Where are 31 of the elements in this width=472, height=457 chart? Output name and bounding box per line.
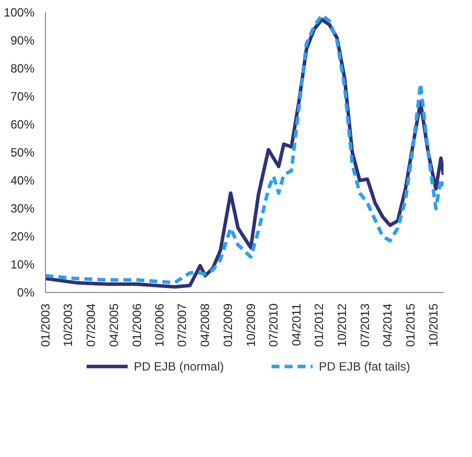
- x-tick-label: 10/2015: [426, 303, 440, 347]
- y-tick-label: 0%: [17, 286, 35, 300]
- y-tick-label: 20%: [10, 230, 35, 244]
- y-tick-label: 90%: [10, 34, 35, 48]
- x-tick-label: 01/2009: [221, 303, 236, 347]
- x-tick-label: 04/2008: [198, 303, 212, 347]
- x-tick-label: 07/2004: [84, 303, 98, 347]
- x-tick-label: 04/2011: [289, 303, 304, 346]
- y-tick-label: 70%: [10, 90, 35, 104]
- legend-label: PD EJB (normal): [134, 360, 224, 374]
- y-tick-label: 30%: [10, 202, 35, 216]
- x-tick-label: 10/2006: [152, 303, 167, 347]
- x-tick-label: 10/2003: [61, 303, 76, 347]
- x-tick-label: 10/2009: [244, 303, 258, 347]
- y-tick-label: 80%: [10, 62, 35, 76]
- x-tick-label: 10/2012: [335, 303, 350, 347]
- x-tick-label: 07/2010: [266, 303, 281, 347]
- y-tick-label: 40%: [10, 174, 35, 188]
- x-tick-label: 07/2013: [358, 303, 372, 347]
- x-tick-label: 07/2007: [175, 303, 190, 347]
- y-tick-label: 100%: [4, 6, 35, 20]
- legend-label: PD EJB (fat tails): [318, 360, 410, 374]
- y-tick-label: 60%: [10, 118, 35, 132]
- x-tick-label: 04/2005: [106, 303, 121, 347]
- x-tick-label: 04/2014: [380, 303, 395, 347]
- y-tick-label: 50%: [10, 146, 35, 160]
- x-tick-label: 01/2012: [312, 303, 326, 347]
- x-tick-label: 01/2015: [404, 303, 418, 347]
- y-tick-label: 10%: [10, 258, 35, 272]
- x-tick-label: 01/2003: [38, 303, 52, 347]
- x-tick-label: 01/2006: [130, 303, 144, 347]
